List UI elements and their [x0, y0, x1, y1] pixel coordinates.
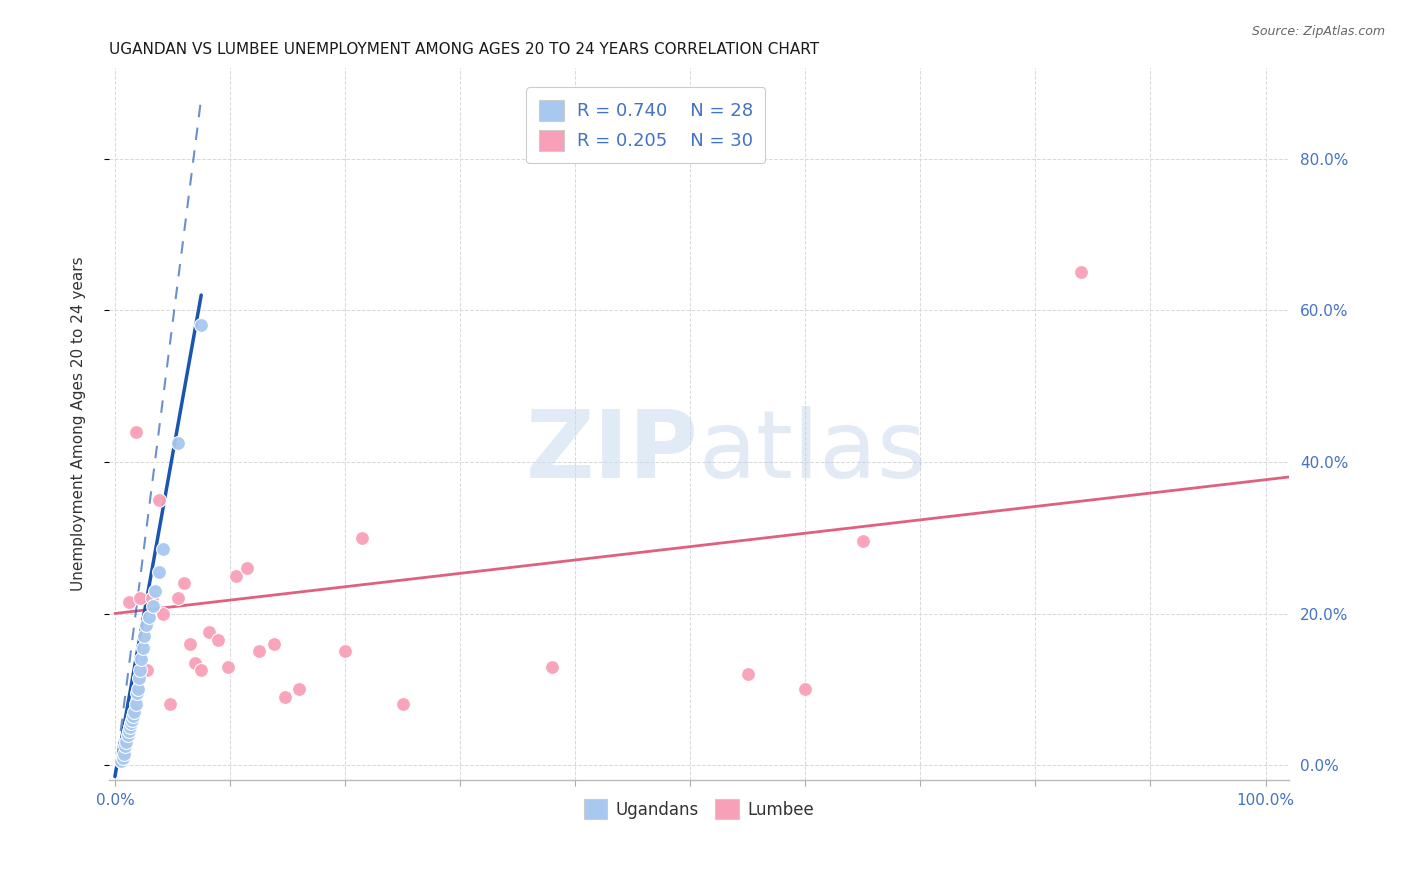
Point: [225, 568, 247, 582]
Text: atlas: atlas: [699, 407, 927, 499]
Point: [143, 583, 166, 598]
Point: [118, 720, 141, 734]
Point: [152, 607, 174, 621]
Point: [135, 618, 157, 632]
Point: [129, 591, 152, 606]
Point: [117, 728, 139, 742]
Point: [179, 637, 201, 651]
Point: [131, 652, 153, 666]
Point: [129, 664, 152, 678]
Point: [173, 576, 195, 591]
Text: UGANDAN VS LUMBEE UNEMPLOYMENT AMONG AGES 20 TO 24 YEARS CORRELATION CHART: UGANDAN VS LUMBEE UNEMPLOYMENT AMONG AGE…: [110, 42, 820, 57]
Point: [263, 637, 285, 651]
Point: [114, 739, 136, 754]
Point: [124, 705, 146, 719]
Point: [190, 318, 212, 333]
Point: [1070, 265, 1092, 279]
Point: [138, 610, 160, 624]
Y-axis label: Unemployment Among Ages 20 to 24 years: Unemployment Among Ages 20 to 24 years: [72, 257, 86, 591]
Legend: Ugandans, Lumbee: Ugandans, Lumbee: [578, 793, 821, 825]
Point: [198, 625, 221, 640]
Point: [118, 595, 141, 609]
Text: Source: ZipAtlas.com: Source: ZipAtlas.com: [1251, 25, 1385, 38]
Text: ZIP: ZIP: [526, 407, 699, 499]
Point: [122, 709, 145, 723]
Point: [148, 492, 170, 507]
Point: [167, 436, 190, 450]
Point: [115, 735, 138, 749]
Point: [152, 542, 174, 557]
Point: [125, 686, 148, 700]
Point: [207, 633, 229, 648]
Point: [333, 644, 356, 658]
Point: [190, 664, 212, 678]
Point: [288, 682, 311, 697]
Point: [737, 667, 759, 681]
Point: [852, 534, 875, 549]
Point: [167, 591, 190, 606]
Point: [131, 640, 153, 655]
Point: [391, 698, 413, 712]
Point: [148, 565, 170, 579]
Point: [132, 629, 155, 643]
Point: [541, 659, 564, 673]
Point: [184, 656, 207, 670]
Point: [217, 659, 239, 673]
Point: [120, 716, 142, 731]
Point: [159, 698, 181, 712]
Point: [141, 591, 163, 606]
Point: [352, 531, 374, 545]
Point: [121, 713, 143, 727]
Point: [136, 664, 159, 678]
Point: [110, 755, 132, 769]
Point: [236, 561, 259, 575]
Point: [247, 644, 270, 658]
Point: [118, 724, 141, 739]
Point: [128, 671, 150, 685]
Point: [112, 747, 135, 761]
Point: [127, 682, 149, 697]
Point: [124, 425, 146, 439]
Point: [124, 698, 146, 712]
Point: [274, 690, 297, 704]
Point: [794, 682, 817, 697]
Point: [142, 599, 165, 613]
Point: [111, 750, 134, 764]
